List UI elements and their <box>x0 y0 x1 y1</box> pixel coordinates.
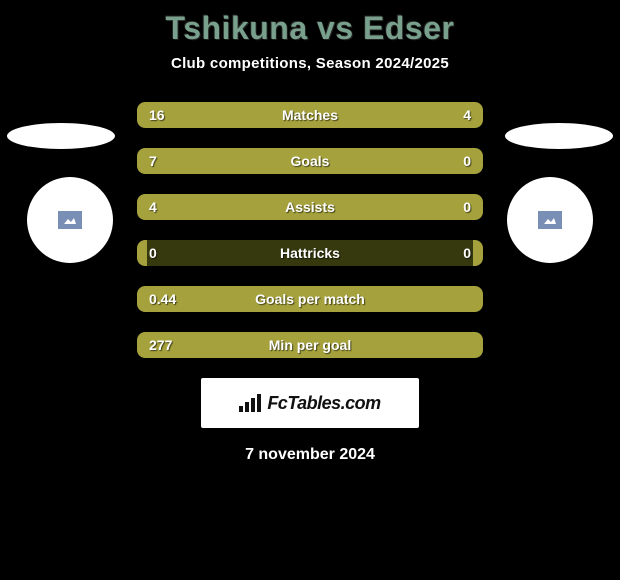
stat-name: Hattricks <box>137 240 483 266</box>
avatar-placeholder-icon <box>538 211 562 229</box>
stat-row: 4Assists0 <box>137 194 483 220</box>
avatar-placeholder-icon <box>58 211 82 229</box>
site-logo: FcTables.com <box>201 378 419 428</box>
stat-name: Min per goal <box>137 332 483 358</box>
stat-row: 0Hattricks0 <box>137 240 483 266</box>
player-avatar-right <box>507 177 593 263</box>
stat-row: 7Goals0 <box>137 148 483 174</box>
page-subtitle: Club competitions, Season 2024/2025 <box>0 55 620 72</box>
bars-icon <box>239 394 261 412</box>
stat-row: 16Matches4 <box>137 102 483 128</box>
decorative-ellipse-left <box>7 123 115 149</box>
stat-name: Assists <box>137 194 483 220</box>
logo-text: FcTables.com <box>267 393 380 414</box>
stat-value-right: 4 <box>463 102 471 128</box>
stats-container: 16Matches47Goals04Assists00Hattricks00.4… <box>137 102 483 358</box>
player-avatar-left <box>27 177 113 263</box>
stat-row: 277Min per goal <box>137 332 483 358</box>
stat-row: 0.44Goals per match <box>137 286 483 312</box>
stat-value-right: 0 <box>463 194 471 220</box>
page-title: Tshikuna vs Edser <box>0 0 620 47</box>
date-text: 7 november 2024 <box>0 446 620 464</box>
stat-name: Goals per match <box>137 286 483 312</box>
stat-name: Matches <box>137 102 483 128</box>
decorative-ellipse-right <box>505 123 613 149</box>
stat-value-right: 0 <box>463 240 471 266</box>
stat-name: Goals <box>137 148 483 174</box>
stat-value-right: 0 <box>463 148 471 174</box>
